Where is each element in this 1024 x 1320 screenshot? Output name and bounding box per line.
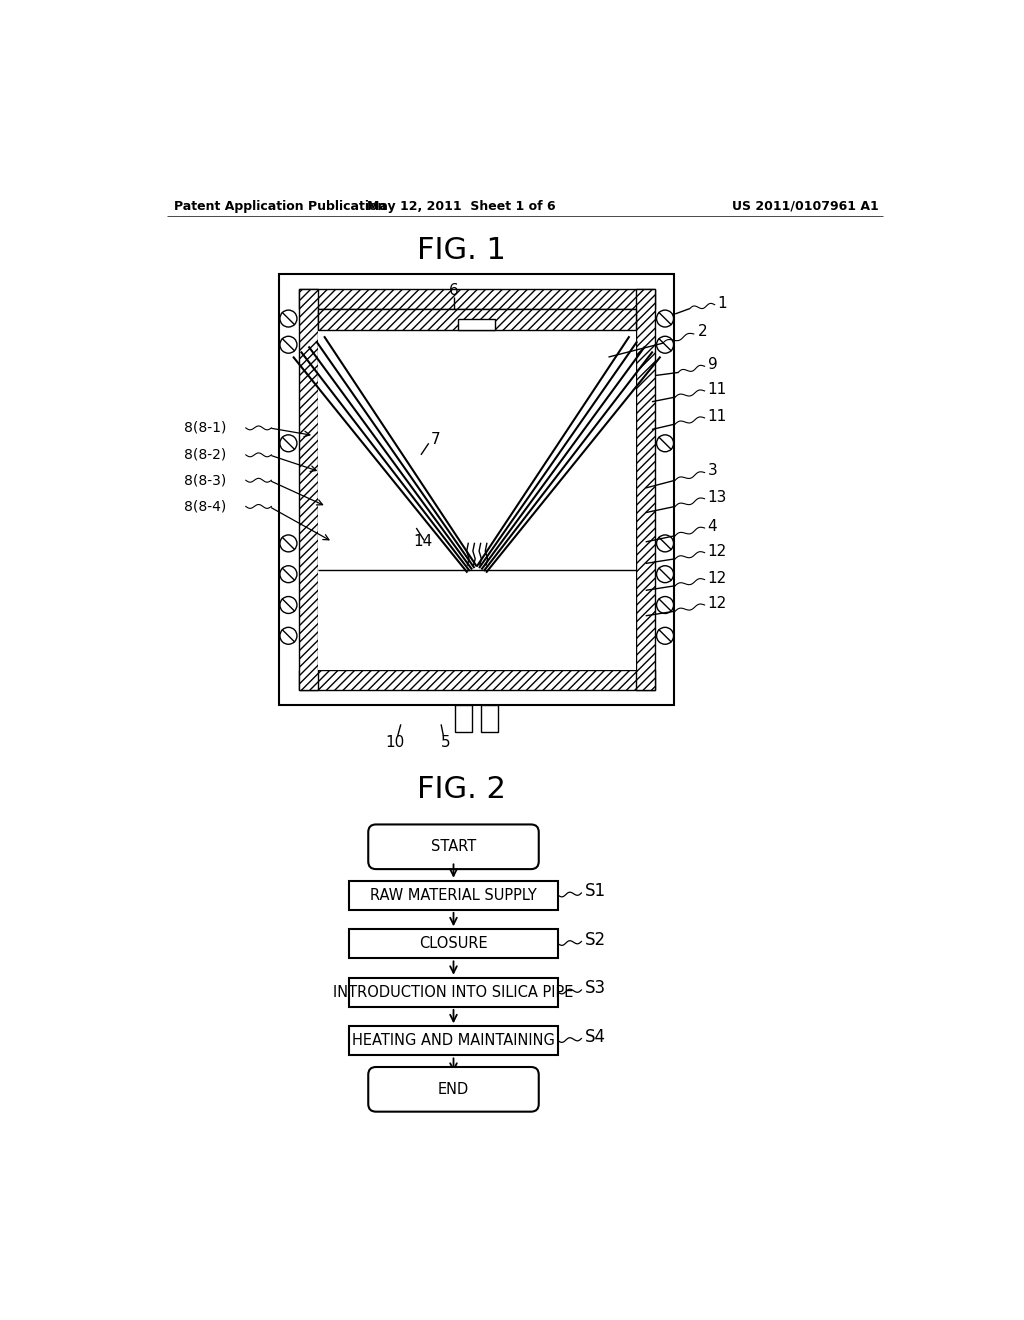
Text: CLOSURE: CLOSURE [419,936,487,952]
Bar [317,309,636,671]
Bar [458,319,496,330]
Text: RAW MATERIAL SUPPLY: RAW MATERIAL SUPPLY [370,888,537,903]
Text: US 2011/0107961 A1: US 2011/0107961 A1 [732,199,880,213]
Text: 14: 14 [414,535,432,549]
Bar [455,705,472,733]
Text: INTRODUCTION INTO SILICA PIPE: INTRODUCTION INTO SILICA PIPE [334,985,573,999]
Text: S1: S1 [586,883,606,900]
Bar [349,1026,558,1056]
Text: S2: S2 [586,931,606,949]
Bar [636,289,655,690]
Bar [481,705,499,733]
Bar [349,929,558,958]
Text: Patent Application Publication: Patent Application Publication [174,199,387,213]
Text: HEATING AND MAINTAINING: HEATING AND MAINTAINING [352,1034,555,1048]
Text: 8(8-1): 8(8-1) [183,421,226,434]
Text: 8(8-3): 8(8-3) [183,474,226,487]
Text: 12: 12 [708,595,727,611]
Text: 12: 12 [708,544,727,558]
Bar [280,275,675,705]
Text: 5: 5 [441,734,451,750]
Text: 9: 9 [708,358,718,372]
Text: 13: 13 [708,490,727,504]
Text: S4: S4 [586,1028,606,1045]
Text: May 12, 2011  Sheet 1 of 6: May 12, 2011 Sheet 1 of 6 [367,199,556,213]
Text: END: END [438,1082,469,1097]
FancyBboxPatch shape [369,1067,539,1111]
Bar [299,671,655,689]
Text: 11: 11 [708,409,727,424]
Text: 4: 4 [708,519,718,535]
Bar [349,880,558,909]
Text: 7: 7 [430,432,440,447]
Bar [299,289,655,309]
Bar [349,978,558,1007]
Text: 11: 11 [708,381,727,397]
Text: FIG. 2: FIG. 2 [417,775,506,804]
Text: FIG. 1: FIG. 1 [417,236,506,265]
FancyBboxPatch shape [369,825,539,869]
Text: S3: S3 [586,979,606,998]
Text: 6: 6 [449,284,459,298]
Text: 1: 1 [717,296,727,310]
Text: 12: 12 [708,570,727,586]
Text: START: START [431,840,476,854]
Bar [458,319,496,330]
Bar [317,309,636,330]
Text: 10: 10 [386,734,406,750]
Text: 8(8-2): 8(8-2) [183,447,226,462]
Text: 3: 3 [708,463,718,478]
Bar [299,289,317,690]
Text: 8(8-4): 8(8-4) [183,499,226,513]
Text: 2: 2 [697,325,708,339]
